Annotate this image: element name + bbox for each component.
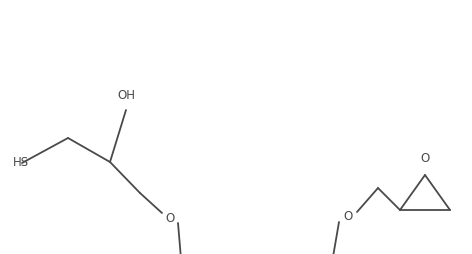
Text: O: O bbox=[343, 211, 353, 224]
Text: OH: OH bbox=[117, 89, 135, 102]
Text: O: O bbox=[165, 212, 175, 225]
Text: O: O bbox=[421, 152, 430, 165]
Text: HS: HS bbox=[13, 156, 29, 169]
